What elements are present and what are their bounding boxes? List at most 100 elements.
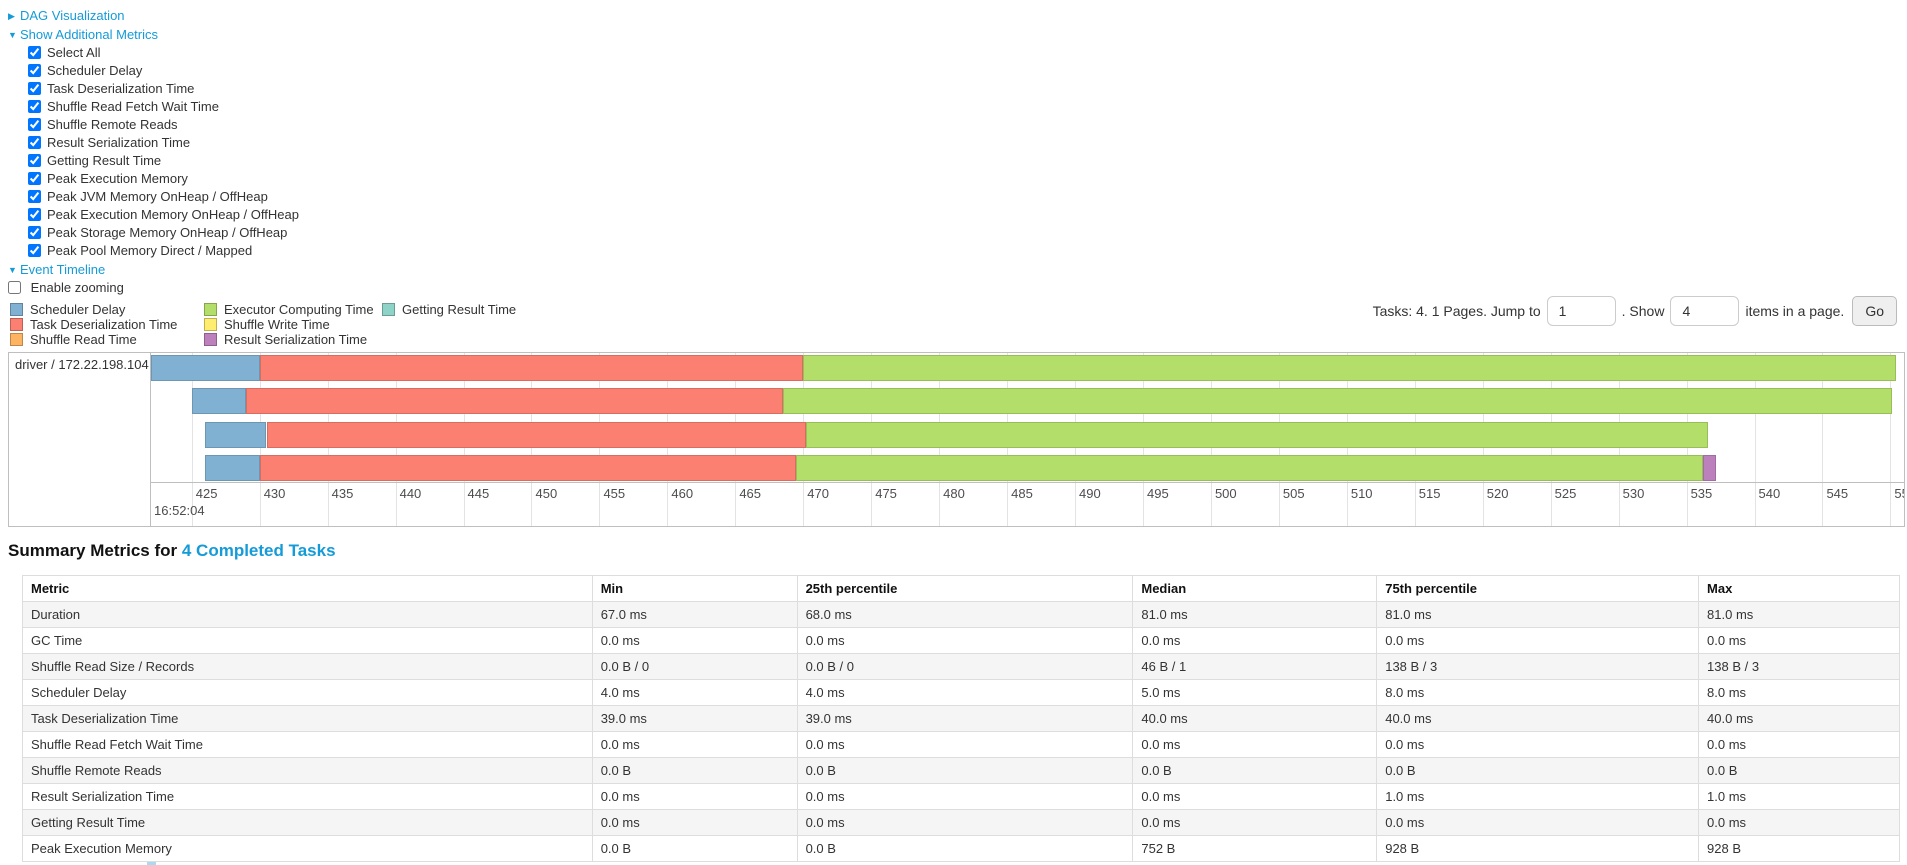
dag-visualization-label: DAG Visualization [20,8,125,23]
go-button[interactable]: Go [1852,296,1897,326]
axis-tick-label: 480 [943,486,965,501]
summary-metric-value: 68.0 ms [796,601,1134,628]
task-bar-segment[interactable] [191,388,247,414]
timeline-axis: 16:52:04 425 430 435 440 445 450 455 460 465 470 4… [151,482,1904,526]
summary-metric-name: Shuffle Read Size / Records [22,653,593,680]
task-bar-segment[interactable] [259,355,804,381]
metric-checkbox-label: Shuffle Remote Reads [47,117,178,132]
metric-checkbox-label: Peak Pool Memory Direct / Mapped [47,243,253,258]
metric-checkbox[interactable] [28,226,41,239]
summary-metric-name: Task Deserialization Time [22,705,593,732]
legend-swatch-icon [204,303,217,316]
summary-metric-value: 1.0 ms [1376,783,1700,810]
metric-checkbox-item: Task Deserialization Time [8,80,299,98]
axis-gridline [1754,353,1756,526]
metric-checkbox-label: Peak Execution Memory [47,171,188,186]
metric-checkbox[interactable] [28,244,41,257]
summary-metric-value: 46 B / 1 [1132,653,1378,680]
enable-zooming-checkbox[interactable] [8,281,21,294]
metric-checkbox-label: Scheduler Delay [47,63,143,78]
axis-tick-label: 435 [331,486,354,501]
legend-column: Scheduler Delay Task Deserialization Time… [10,303,188,348]
summary-metric-value: 0.0 ms [1132,783,1378,810]
chevron-down-icon: ▼ [8,265,17,275]
items-per-page-label: items in a page. [1745,303,1845,319]
additional-metrics-checkbox-list: Select All Scheduler Delay Task Deserializ… [8,44,299,260]
completed-tasks-link[interactable]: 4 Completed Tasks [181,541,336,560]
summary-metric-value: 0.0 B / 0 [796,653,1134,680]
summary-metric-value: 0.0 B [591,757,798,784]
task-bar-segment[interactable] [266,422,806,448]
summary-metric-value: 0.0 ms [591,809,798,836]
clipped-element-bottom [147,862,156,865]
summary-metric-value: 0.0 ms [1132,627,1378,654]
metric-checkbox[interactable] [28,190,41,203]
summary-metric-value: 40.0 ms [1376,705,1700,732]
summary-metric-value: 8.0 ms [1698,679,1900,706]
legend-label: Task Deserialization Time [30,317,178,332]
show-label: . Show [1621,303,1665,319]
task-bar-segment[interactable] [205,422,267,448]
task-bar-segment[interactable] [803,355,1896,381]
summary-column-header: Metric [22,575,593,602]
summary-metric-value: 8.0 ms [1376,679,1700,706]
show-additional-metrics-expander[interactable]: ▼ Show Additional Metrics [8,25,299,44]
axis-tick-label: 440 [399,486,422,501]
axis-tick-label: 485 [1011,486,1033,501]
axis-tick-label: 425 [195,486,218,501]
metric-checkbox[interactable] [28,46,41,59]
legend-column: Executor Computing Time Shuffle Write Tim… [204,303,374,348]
axis-gridline [1822,353,1824,526]
summary-metric-value: 67.0 ms [591,601,798,628]
metric-checkbox[interactable] [28,136,41,149]
summary-metric-value: 0.0 B [1132,757,1378,784]
summary-metric-value: 39.0 ms [796,705,1134,732]
metric-checkbox[interactable] [28,172,41,185]
metric-checkbox[interactable] [28,100,41,113]
task-bar-segment[interactable] [246,388,783,414]
jump-to-page-input[interactable] [1546,296,1616,326]
metric-checkbox[interactable] [28,82,41,95]
metric-checkbox-label: Shuffle Read Fetch Wait Time [47,99,219,114]
event-timeline-expander[interactable]: ▼ Event Timeline [8,260,299,279]
metric-checkbox[interactable] [28,208,41,221]
legend-swatch-icon [10,333,23,346]
legend-label: Result Serialization Time [224,332,368,347]
summary-metric-value: 0.0 ms [591,783,798,810]
summary-metric-name: Result Serialization Time [22,783,593,810]
axis-tick-label: 520 [1486,486,1509,501]
task-bar-segment[interactable] [782,388,1892,414]
timeline-plot-area: 16:52:04 425 430 435 440 445 450 455 460 465 470 4… [151,353,1904,526]
task-bar-segment[interactable] [796,455,1703,481]
task-pagination: Tasks: 4. 1 Pages. Jump to . Show items … [1373,294,1897,328]
metric-checkbox[interactable] [28,64,41,77]
summary-column-header: 25th percentile [796,575,1134,602]
dag-visualization-expander[interactable]: ▶ DAG Visualization [8,6,299,25]
summary-metric-value: 0.0 ms [591,627,798,654]
summary-metric-value: 4.0 ms [796,679,1134,706]
legend-swatch-icon [10,303,23,316]
summary-table-row: Duration 67.0 ms 68.0 ms 81.0 ms 81.0 ms 81.0… [22,601,1900,628]
metric-checkbox-item: Peak Storage Memory OnHeap / OffHeap [8,224,299,242]
metric-checkbox-label: Result Serialization Time [47,135,191,150]
task-bar-segment[interactable] [205,455,260,481]
summary-table-row: Shuffle Read Fetch Wait Time 0.0 ms 0.0 ms… [22,731,1900,758]
metric-checkbox-label: Select All [47,45,101,60]
chevron-right-icon: ▶ [8,11,15,21]
summary-metric-value: 752 B [1132,835,1378,862]
items-per-page-input[interactable] [1670,296,1740,326]
summary-metric-value: 928 B [1376,835,1700,862]
axis-tick-label: 500 [1214,486,1237,501]
metric-checkbox[interactable] [28,154,41,167]
summary-metric-value: 0.0 ms [1376,627,1700,654]
event-timeline-label: Event Timeline [20,262,106,277]
metric-checkbox[interactable] [28,118,41,131]
task-bar-segment[interactable] [259,455,797,481]
summary-metric-name: Peak Execution Memory [22,835,593,862]
summary-metric-name: Scheduler Delay [22,679,593,706]
task-bar-segment[interactable] [805,422,1709,448]
metric-checkbox-item: Shuffle Read Fetch Wait Time [8,98,299,116]
metric-checkbox-label: Peak Storage Memory OnHeap / OffHeap [47,225,288,240]
task-bar-segment[interactable] [1702,455,1717,481]
task-bar-segment[interactable] [151,355,260,381]
